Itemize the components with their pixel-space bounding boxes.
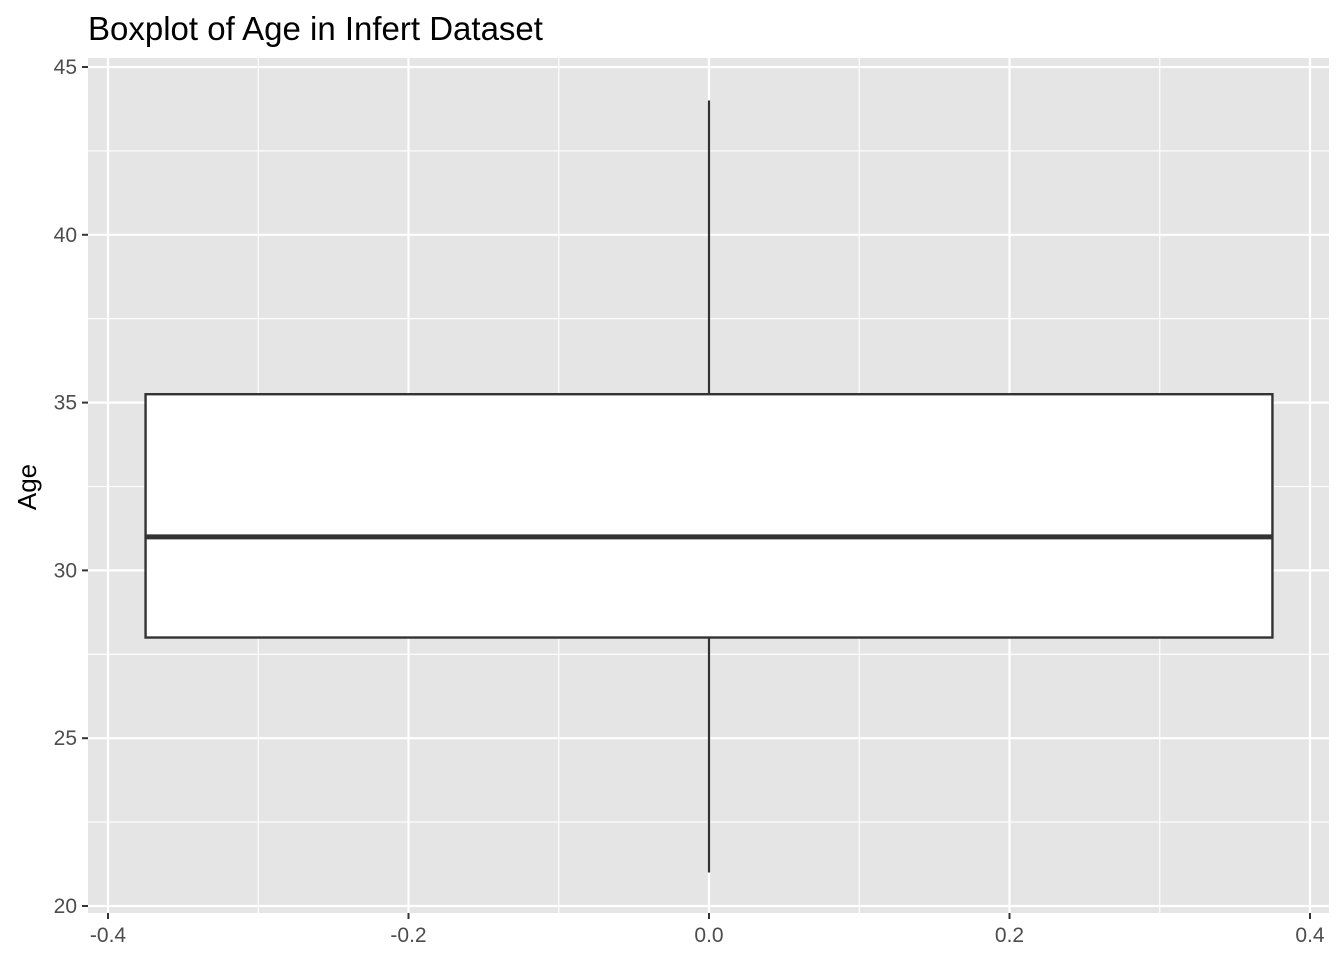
x-tick-label: 0.0 [694,924,723,947]
chart-title: Boxplot of Age in Infert Dataset [88,10,543,47]
y-tick-label: 25 [54,727,77,750]
x-tick-label: -0.2 [390,924,426,947]
x-tick-label: -0.4 [90,924,127,947]
y-axis: 20 25 30 35 40 45 [54,56,88,918]
y-tick-label: 35 [54,392,77,415]
y-tick-label: 45 [54,56,77,79]
box-iqr [144,393,1274,639]
y-tick-label: 30 [54,559,77,582]
x-tick-label: 0.4 [1295,924,1325,947]
x-axis: -0.4 -0.2 0.0 0.2 0.4 [90,913,1325,947]
y-tick-label: 40 [54,224,77,247]
x-tick-label: 0.2 [995,924,1024,947]
y-tick-label: 20 [54,895,77,918]
y-axis-label: Age [12,464,42,510]
boxplot-group [144,100,1274,873]
